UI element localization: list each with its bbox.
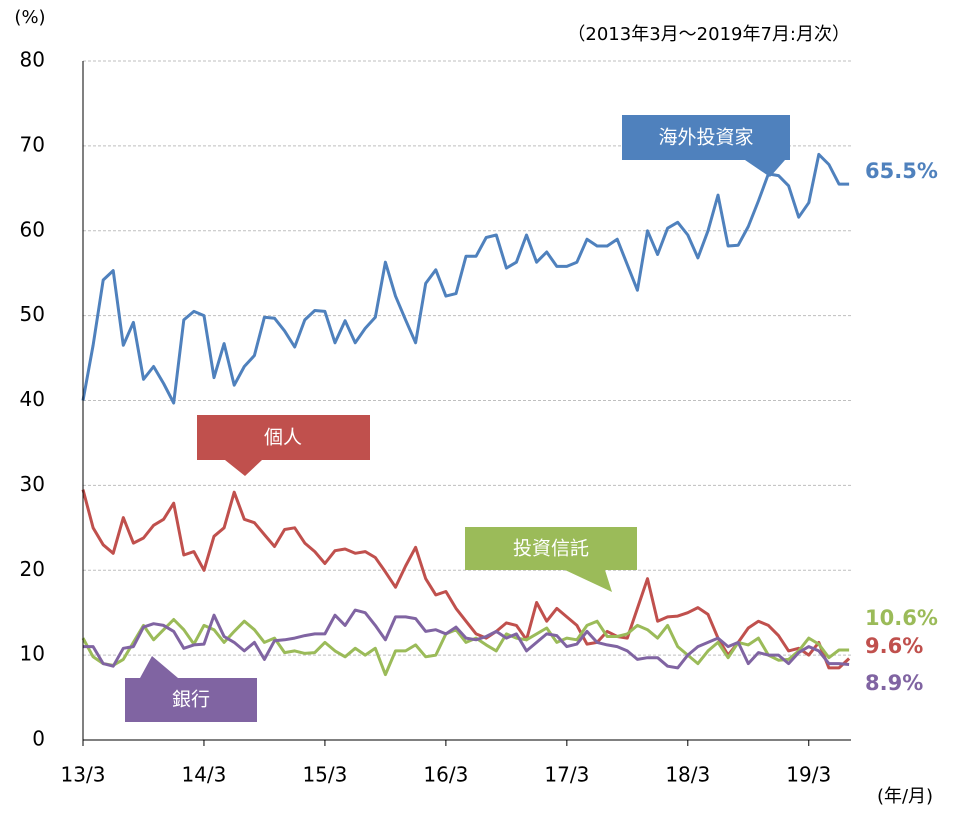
- y-tick-label: 30: [20, 472, 45, 496]
- legend-label: 投資信託: [513, 538, 589, 560]
- subtitle: （2013年3月～2019年7月:月次）: [567, 24, 850, 45]
- callout: 銀行: [125, 656, 257, 722]
- y-tick-label: 40: [20, 387, 45, 411]
- end-label: 9.6%: [865, 634, 923, 658]
- end-label: 8.9%: [865, 671, 923, 695]
- series-line: [81, 152, 850, 405]
- x-tick-label: 15/3: [302, 763, 347, 787]
- x-tick-label: 19/3: [786, 763, 831, 787]
- callout-box: [125, 656, 257, 722]
- x-axis-label: (年/月): [877, 786, 933, 807]
- callout-box: [465, 527, 637, 592]
- y-tick-label: 80: [20, 48, 45, 72]
- y-tick-label: 70: [20, 132, 45, 156]
- callout: 海外投資家: [622, 115, 790, 177]
- legend-label: 海外投資家: [658, 127, 753, 149]
- x-tick-label: 17/3: [544, 763, 589, 787]
- legend-label: 個人: [264, 427, 302, 449]
- y-tick-label: 60: [20, 217, 45, 241]
- legend-label: 銀行: [172, 689, 210, 711]
- y-tick-label: 0: [32, 727, 45, 751]
- callout: 投資信託: [465, 527, 637, 592]
- series-lines: [81, 152, 851, 677]
- x-tick-label: 16/3: [423, 763, 468, 787]
- y-tick-label: 10: [20, 642, 45, 666]
- y-axis-label: (%): [14, 7, 45, 28]
- callout-box: [622, 115, 790, 177]
- callout: 個人: [197, 415, 370, 476]
- end-label: 10.6%: [865, 606, 938, 630]
- x-tick-label: 18/3: [665, 763, 710, 787]
- series-line: [81, 489, 851, 670]
- series-line: [81, 618, 850, 677]
- end-label: 65.5%: [865, 159, 938, 183]
- callout-box: [197, 415, 370, 476]
- series-line: [83, 608, 850, 670]
- end-labels: 65.5% 9.6% 10.6% 8.9%: [865, 159, 938, 695]
- x-tick-label: 14/3: [181, 763, 226, 787]
- y-tick-label: 50: [20, 302, 45, 326]
- y-tick-label: 20: [20, 557, 45, 581]
- x-tick-label: 13/3: [61, 763, 106, 787]
